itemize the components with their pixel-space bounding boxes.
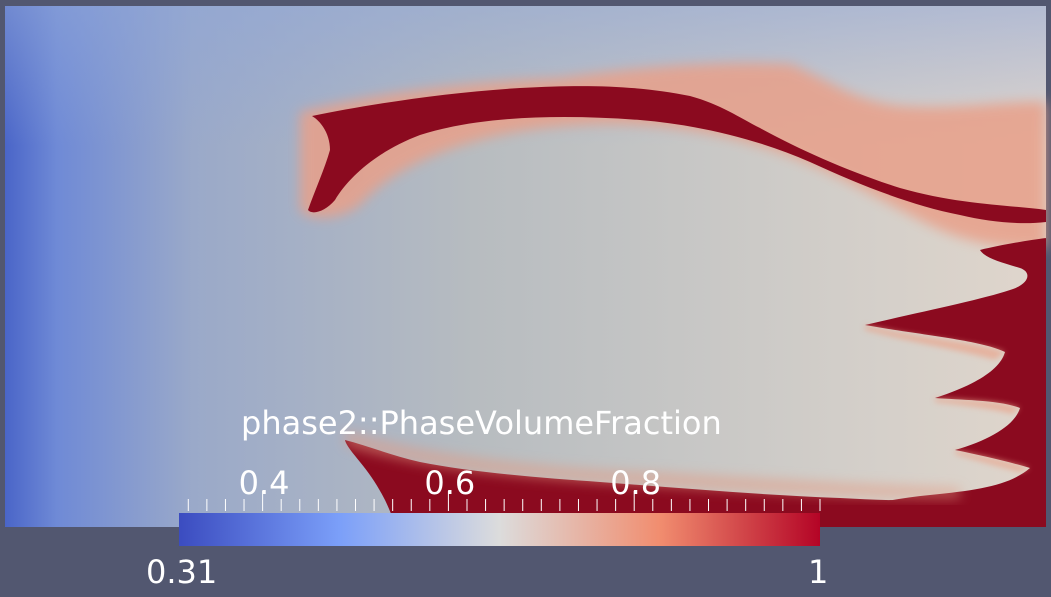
- upper-red-region: [308, 86, 1046, 224]
- tick-label: 0.4: [238, 464, 290, 502]
- scalar-bar-min-label: 0.31: [146, 553, 218, 591]
- tick-label: 0.8: [610, 464, 662, 502]
- scalar-bar-ticks: [187, 491, 821, 511]
- lower-red-region: [345, 440, 960, 527]
- scalar-bar-swatch: [179, 513, 820, 546]
- right-red-region: [812, 205, 1046, 527]
- simulation-domain: [5, 6, 1046, 527]
- scalar-bar: [179, 491, 821, 546]
- scalar-bar-title: phase2::PhaseVolumeFraction: [241, 404, 722, 442]
- tick-label: 0.6: [424, 464, 476, 502]
- scalar-bar-max-label: 1: [808, 553, 829, 591]
